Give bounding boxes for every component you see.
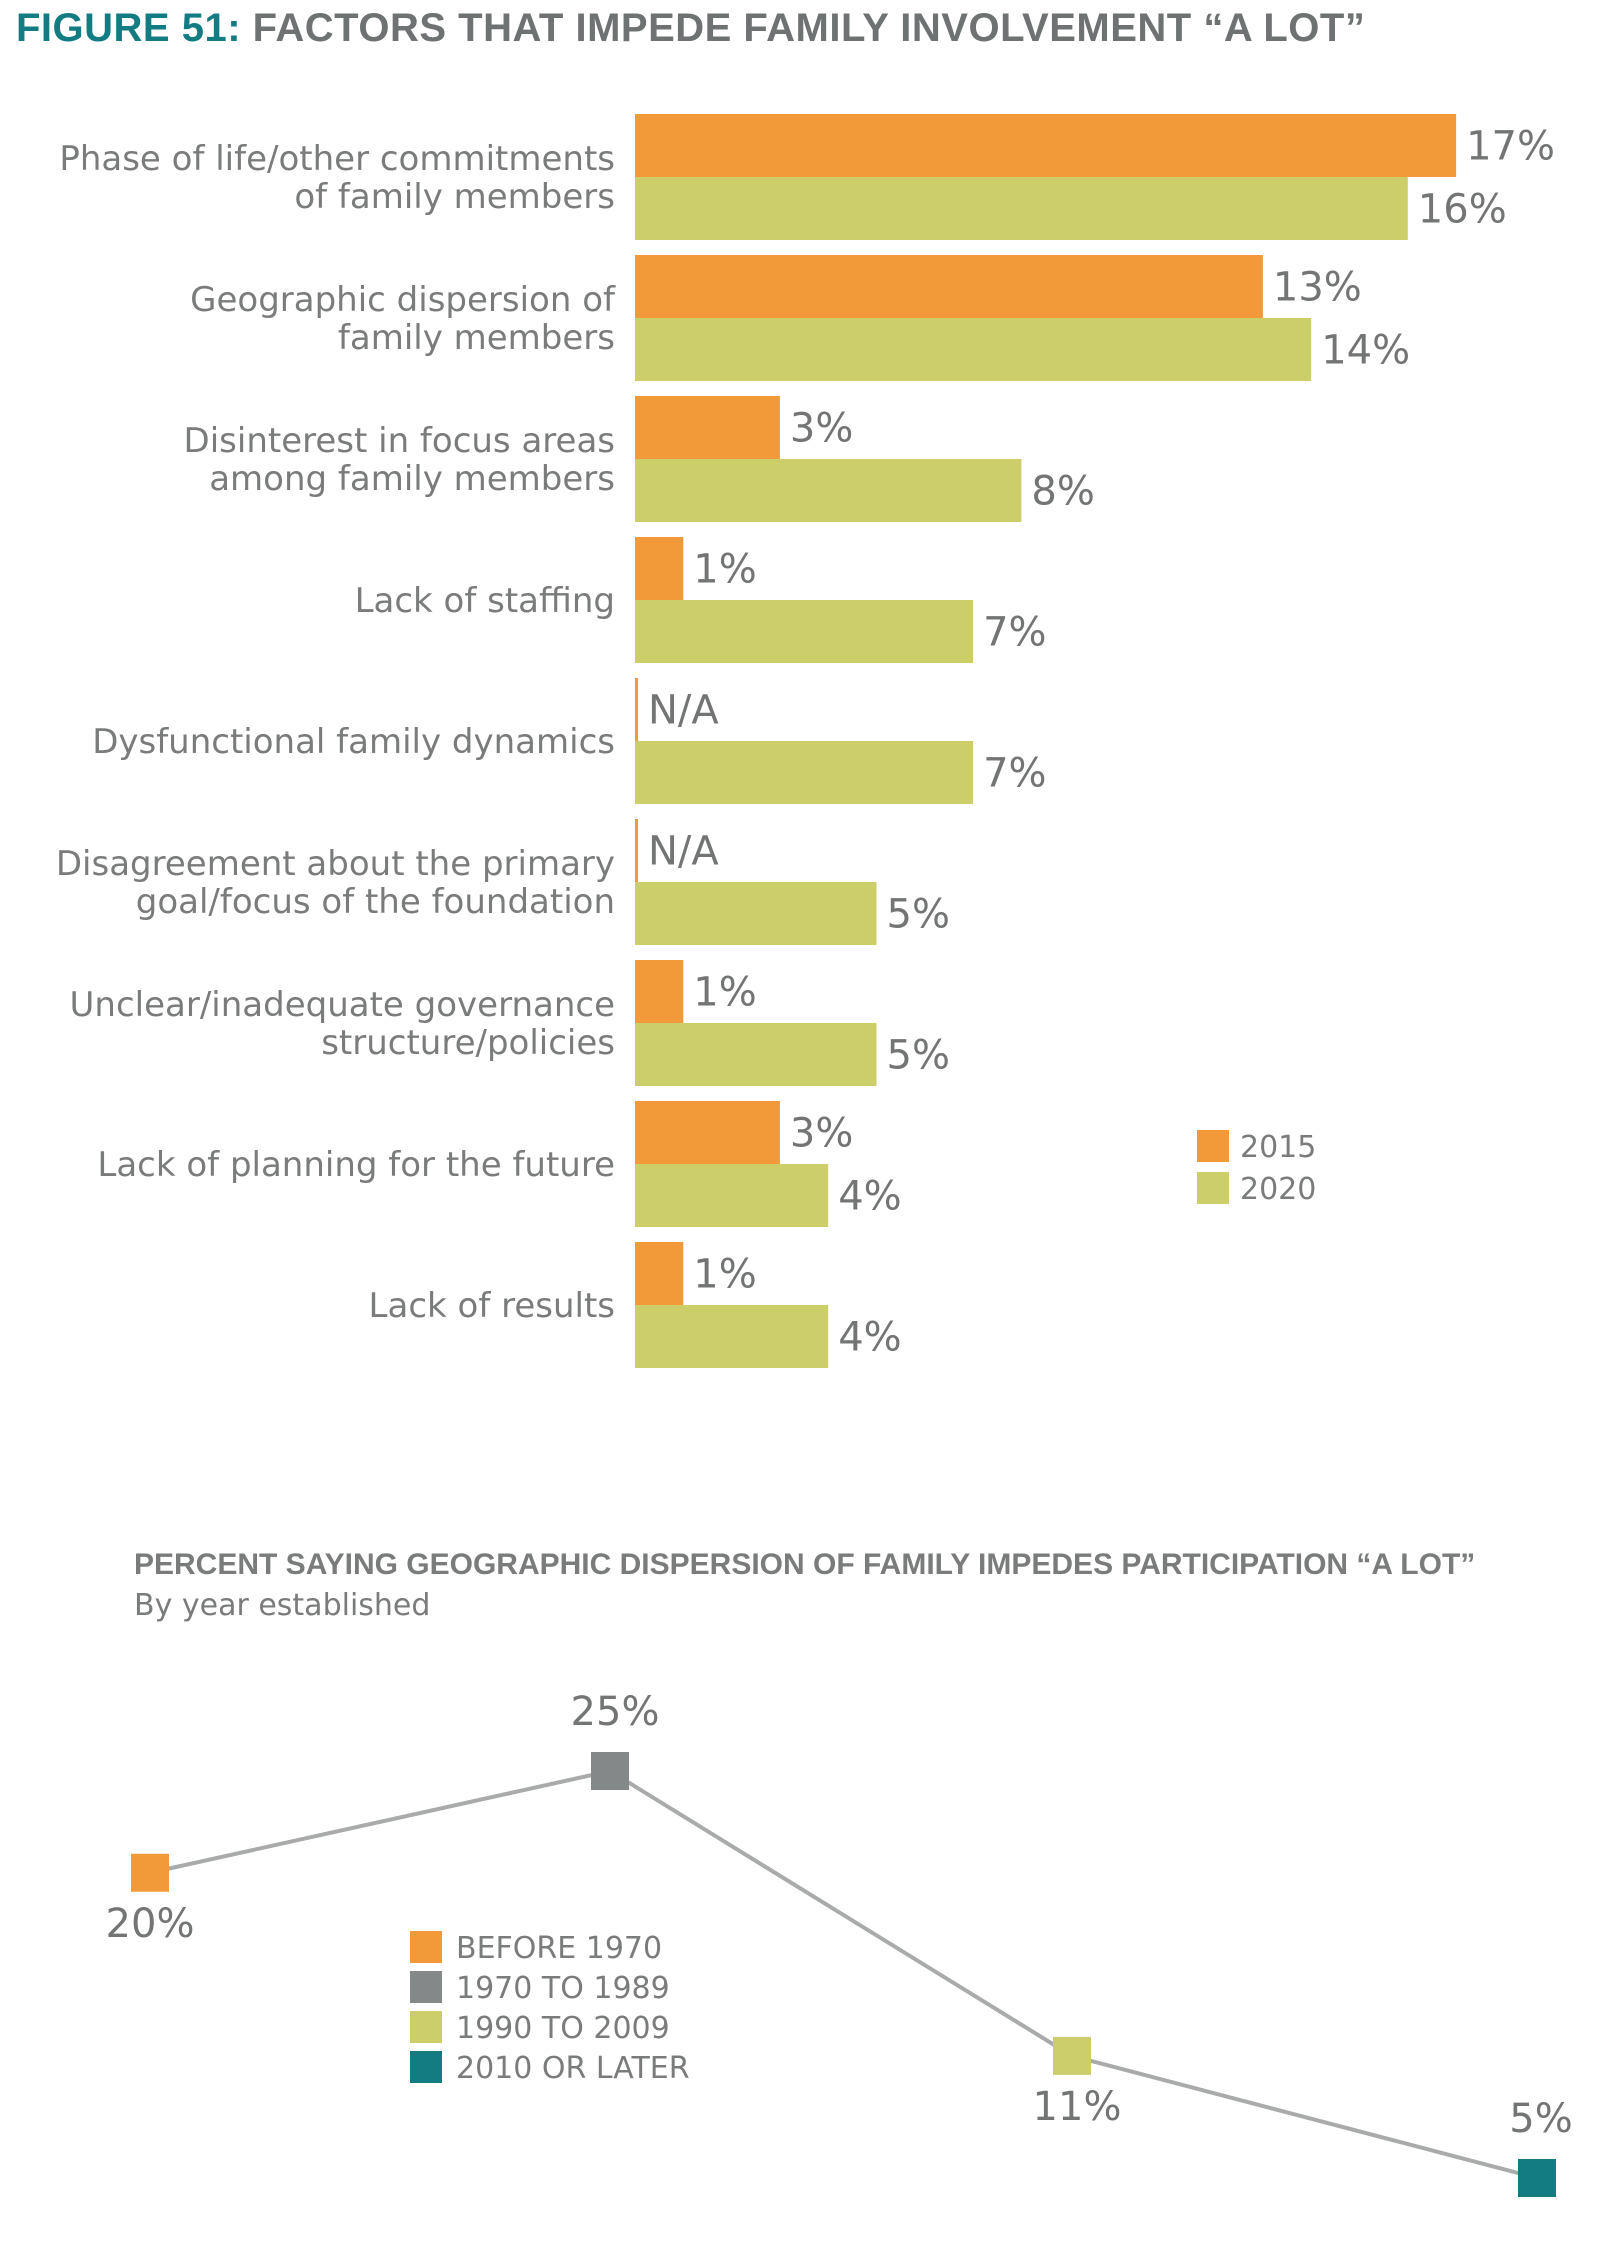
category-label: family members — [338, 318, 615, 358]
figure-number: FIGURE 51: — [16, 6, 242, 50]
bar-2015 — [635, 1101, 780, 1164]
bar-2015 — [635, 678, 638, 741]
bar-2015 — [635, 1242, 684, 1305]
data-label: 13% — [1273, 265, 1362, 311]
category-label: Lack of staffing — [355, 581, 615, 621]
marker-point — [131, 1853, 169, 1892]
category-label: goal/focus of the foundation — [136, 882, 615, 922]
data-label: 1% — [693, 547, 756, 593]
legend-swatch-2015 — [1197, 1130, 1229, 1162]
bar-2020 — [635, 1305, 829, 1368]
data-label: 8% — [1031, 469, 1094, 515]
legend-swatch-2020 — [1197, 1172, 1229, 1204]
category-label: Phase of life/other commitments — [59, 139, 615, 179]
data-label: 17% — [1466, 124, 1555, 170]
bar-2020 — [635, 318, 1312, 381]
data-label: 5% — [887, 892, 950, 938]
line-chart-subtitle: By year established — [134, 1588, 431, 1623]
bar-2020 — [635, 177, 1408, 240]
data-label: 4% — [838, 1174, 901, 1220]
category-label: Disagreement about the primary — [56, 844, 615, 884]
category-label: Lack of results — [369, 1286, 615, 1326]
data-label: 3% — [790, 406, 853, 452]
data-label: 7% — [983, 610, 1046, 656]
bar-2015 — [635, 255, 1263, 318]
bar-2020 — [635, 1023, 877, 1086]
legend-label: 2015 — [1240, 1130, 1316, 1165]
data-label: 1% — [693, 970, 756, 1016]
category-label: Lack of planning for the future — [97, 1145, 615, 1185]
data-label: N/A — [648, 829, 719, 875]
marker-point — [591, 1752, 629, 1790]
data-label: 4% — [838, 1315, 901, 1361]
figure-title: FIGURE 51: FACTORS THAT IMPEDE FAMILY IN… — [16, 6, 1365, 51]
category-label: Dysfunctional family dynamics — [92, 722, 615, 762]
bar-2020 — [635, 882, 877, 945]
category-label: Unclear/inadequate governance — [70, 985, 615, 1025]
legend-label: BEFORE 1970 — [456, 1931, 662, 1966]
bar-2015 — [635, 960, 684, 1023]
point-label: 5% — [1509, 2096, 1572, 2142]
data-label: 5% — [887, 1033, 950, 1079]
legend-swatch — [410, 2011, 442, 2043]
data-label: N/A — [648, 688, 719, 734]
data-label: 16% — [1418, 187, 1507, 233]
legend-label: 2020 — [1240, 1172, 1316, 1207]
marker-point — [1518, 2159, 1556, 2197]
point-label: 11% — [1033, 2084, 1122, 2130]
category-label: among family members — [209, 459, 615, 499]
legend-label: 1990 TO 2009 — [456, 2011, 670, 2046]
point-label: 20% — [106, 1901, 195, 1947]
data-label: 7% — [983, 751, 1046, 797]
category-label: of family members — [294, 177, 615, 217]
category-label: Disinterest in focus areas — [184, 421, 615, 461]
point-label: 25% — [571, 1689, 660, 1735]
data-label: 3% — [790, 1111, 853, 1157]
bar-2020 — [635, 600, 974, 663]
bar-2020 — [635, 1164, 829, 1227]
bar-2015 — [635, 396, 780, 459]
bar-2020 — [635, 741, 974, 804]
bar-2015 — [635, 537, 684, 600]
data-label: 1% — [693, 1252, 756, 1298]
legend-swatch — [410, 1971, 442, 2003]
bar-2020 — [635, 459, 1022, 522]
legend-swatch — [410, 1931, 442, 1963]
legend-label: 1970 TO 1989 — [456, 1971, 670, 2006]
category-label: Geographic dispersion of — [190, 280, 616, 320]
category-label: structure/policies — [321, 1023, 615, 1063]
marker-point — [1053, 2036, 1091, 2075]
trend-line — [149, 1768, 1538, 2180]
line-chart-title: PERCENT SAYING GEOGRAPHIC DISPERSION OF … — [134, 1548, 1476, 1581]
data-label: 14% — [1321, 328, 1410, 374]
bar-2015 — [635, 819, 638, 882]
bar-2015 — [635, 114, 1457, 177]
legend-swatch — [410, 2051, 442, 2083]
figure-title-text: FACTORS THAT IMPEDE FAMILY INVOLVEMENT “… — [241, 6, 1366, 50]
legend-label: 2010 OR LATER — [456, 2051, 690, 2086]
